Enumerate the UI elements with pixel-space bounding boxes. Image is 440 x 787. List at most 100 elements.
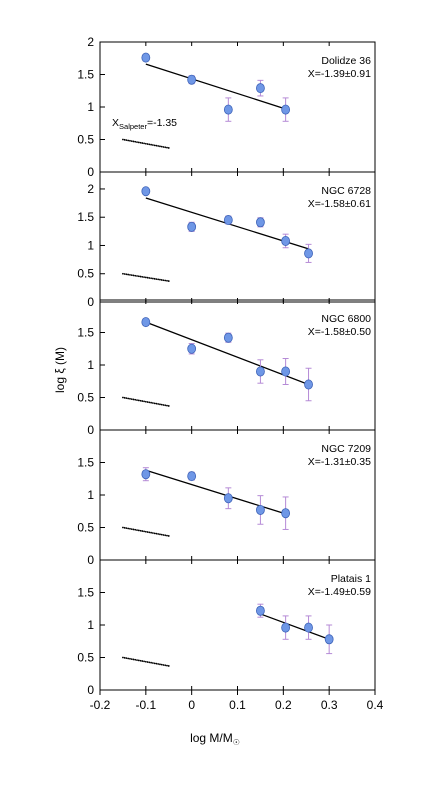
salpeter-dot [132, 528, 135, 531]
salpeter-dot [164, 146, 167, 149]
salpeter-dot [136, 659, 138, 661]
data-point [256, 217, 265, 228]
panel-0: 0 0.5 1 1.5 2 Dolidze 36X=-1.39±0.91 XSalpeter… [77, 35, 376, 179]
y-tick-label: 0.5 [77, 521, 94, 535]
salpeter-dot [136, 141, 138, 144]
fit-line [145, 469, 286, 515]
salpeter-dot [132, 398, 135, 401]
data-point [187, 471, 197, 482]
fit-line [260, 613, 330, 640]
data-point [187, 343, 197, 354]
y-tick-label: 1.5 [77, 210, 94, 224]
salpeter-dot [123, 273, 126, 275]
data-point [223, 104, 233, 115]
x-tick-label: 0.1 [229, 698, 246, 712]
salpeter-dot [162, 404, 165, 406]
salpeter-dot [129, 139, 131, 142]
y-tick-label: 0.5 [77, 391, 94, 405]
salpeter-dot [143, 530, 145, 533]
salpeter-dot [155, 144, 158, 147]
y-tick-label: 2 [87, 182, 94, 196]
x-tick-label: -0.2 [90, 698, 111, 712]
salpeter-dot [130, 140, 133, 143]
data-point [256, 83, 265, 94]
cluster-name: NGC 6800 [321, 313, 371, 325]
x-tick-label: 0 [188, 698, 195, 712]
salpeter-dot [164, 279, 167, 282]
salpeter-dot [144, 400, 147, 403]
salpeter-dot [148, 661, 151, 664]
salpeter-dot [148, 143, 151, 146]
salpeter-dot [129, 657, 131, 660]
salpeter-dot [122, 656, 124, 659]
salpeter-dot [153, 277, 156, 280]
data-point [256, 504, 265, 515]
data-point [141, 52, 151, 63]
salpeter-dot [160, 663, 163, 666]
salpeter-label-main: X [112, 117, 119, 129]
salpeter-dot [150, 661, 153, 664]
salpeter-dot [151, 277, 154, 280]
y-tick-label: 1.5 [77, 456, 94, 470]
salpeter-dot [122, 138, 124, 141]
y-tick-label: 0.5 [77, 133, 94, 147]
salpeter-dot [143, 660, 145, 663]
panel-4: 0 0.5 1 1.5 Platais 1X=-1.49±0.59 [77, 559, 376, 697]
data-point [223, 493, 233, 504]
salpeter-dot [166, 404, 168, 407]
salpeter-dot [151, 532, 154, 534]
data-point [304, 379, 313, 390]
data-point [141, 469, 151, 480]
x-tick-label: 0.3 [321, 698, 338, 712]
salpeter-dot [157, 403, 160, 405]
salpeter-dot [157, 663, 160, 665]
salpeter-dot [139, 275, 142, 278]
salpeter-dot [164, 534, 167, 537]
salpeter-dot [153, 144, 156, 147]
salpeter-dot [150, 531, 153, 534]
slope-label: X=-1.58±0.61 [308, 198, 371, 210]
salpeter-dot [122, 396, 124, 399]
salpeter-dot [146, 661, 149, 663]
y-tick-label: 0 [87, 553, 94, 567]
slope-label: X=-1.31±0.35 [308, 456, 371, 468]
salpeter-dot [134, 658, 137, 661]
salpeter-dot [125, 657, 128, 660]
salpeter-dot [130, 274, 133, 277]
cluster-name: Platais 1 [331, 573, 371, 585]
salpeter-dot [160, 145, 163, 148]
salpeter-dot [162, 534, 165, 536]
salpeter-dot [125, 397, 128, 400]
salpeter-dot [150, 143, 153, 146]
salpeter-dot [167, 280, 170, 282]
y-tick-label: 0 [87, 165, 94, 179]
data-point [281, 104, 291, 115]
salpeter-dot [167, 405, 170, 407]
salpeter-dot [122, 272, 124, 275]
salpeter-dot [137, 659, 140, 662]
panels-group: 0 0.5 1 1.5 2 Dolidze 36X=-1.39±0.91 XSalpeter… [77, 35, 376, 697]
x-tick-label: 0.2 [275, 698, 292, 712]
y-tick-label: 2 [87, 35, 94, 49]
salpeter-dot [151, 402, 154, 404]
salpeter-dot [143, 400, 145, 403]
salpeter-dot [166, 534, 168, 537]
salpeter-dot [141, 275, 144, 278]
salpeter-dot [166, 146, 168, 149]
salpeter-dot [137, 275, 140, 278]
data-point [256, 605, 265, 616]
salpeter-dot [146, 276, 149, 279]
salpeter-dot [146, 401, 149, 403]
salpeter-dot [136, 529, 138, 531]
salpeter-dot [139, 399, 142, 402]
y-tick-label: 1 [87, 100, 94, 114]
salpeter-dot [134, 398, 137, 401]
salpeter-dot [134, 140, 137, 143]
salpeter-dot [144, 276, 147, 279]
salpeter-dot [130, 658, 133, 661]
salpeter-dot [134, 274, 137, 277]
salpeter-dot [123, 138, 126, 141]
salpeter-dot [132, 658, 135, 661]
